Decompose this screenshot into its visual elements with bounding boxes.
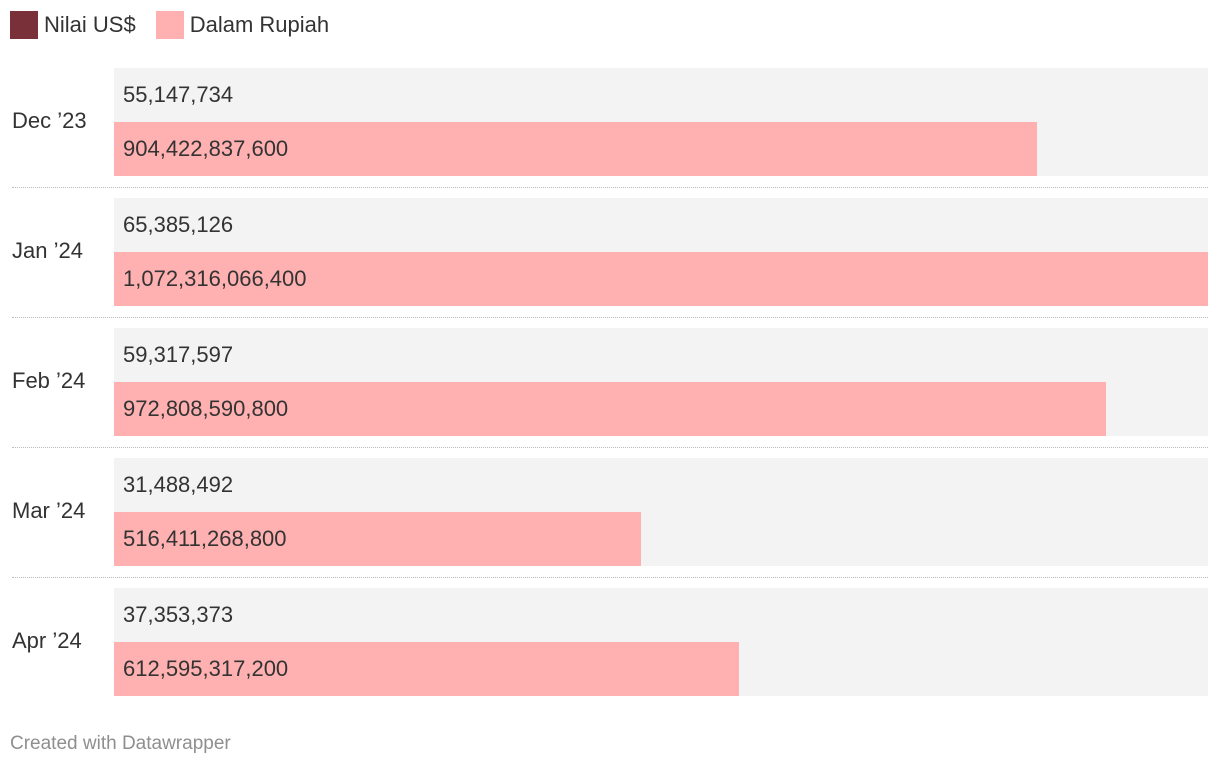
category-label: Jan ’24 [12, 238, 83, 263]
data-label-usd: 37,353,373 [123, 602, 234, 627]
bar-rupiah [114, 252, 1208, 306]
data-label-usd: 55,147,734 [123, 82, 234, 107]
footer-credit: Created with Datawrapper [10, 733, 231, 754]
legend-item-usd: Nilai US$ [10, 11, 136, 39]
legend-label-usd: Nilai US$ [44, 12, 136, 37]
data-label-rupiah: 612,595,317,200 [123, 656, 289, 681]
category-label: Feb ’24 [12, 368, 86, 393]
bar-rupiah [114, 642, 739, 696]
row-separator [12, 577, 1208, 578]
bar-rupiah [114, 122, 1037, 176]
data-label-usd: 59,317,597 [123, 342, 234, 367]
data-label-usd: 65,385,126 [123, 212, 234, 237]
legend-swatch-rupiah [155, 11, 184, 39]
legend: Nilai US$ Dalam Rupiah [10, 10, 349, 40]
category-label: Mar ’24 [12, 498, 86, 523]
legend-swatch-usd [10, 11, 38, 39]
row-separator [12, 317, 1208, 318]
data-label-rupiah: 1,072,316,066,400 [123, 266, 307, 291]
category-label: Dec ’23 [12, 108, 87, 133]
bar-rupiah [114, 382, 1106, 436]
row-separator [12, 187, 1208, 188]
legend-label-rupiah: Dalam Rupiah [189, 12, 330, 37]
legend-item-rupiah: Dalam Rupiah [155, 11, 330, 39]
row-separator [12, 447, 1208, 448]
category-label: Apr ’24 [12, 628, 82, 653]
bar-rupiah [114, 512, 641, 566]
data-label-rupiah: 516,411,268,800 [123, 526, 287, 551]
data-label-usd: 31,488,492 [123, 472, 234, 497]
data-label-rupiah: 972,808,590,800 [123, 396, 289, 421]
bar-chart: Dec ’23 55,147,734 904,422,837,600 Jan ’24 6… [12, 68, 1208, 696]
data-label-rupiah: 904,422,837,600 [123, 136, 289, 161]
